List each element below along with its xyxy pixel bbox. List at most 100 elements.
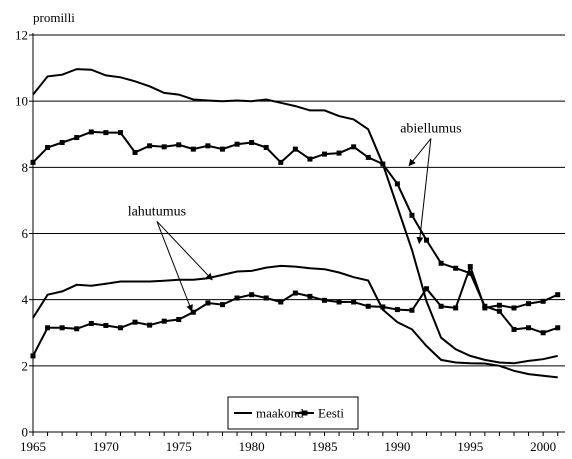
x-tick-label: 2000 xyxy=(530,439,556,454)
y-tick-label: 10 xyxy=(15,94,28,109)
data-point-abiellumus-Eesti xyxy=(555,325,561,331)
data-point-abiellumus-Eesti xyxy=(219,146,225,152)
series-line-abiellumus-Eesti xyxy=(32,130,559,334)
data-point-lahutumus-Eesti xyxy=(147,322,153,328)
annotation-label: lahutumus xyxy=(128,204,186,219)
data-point-lahutumus-Eesti xyxy=(45,325,51,331)
data-point-lahutumus-Eesti xyxy=(496,302,502,308)
data-point-abiellumus-Eesti xyxy=(117,130,123,136)
annotation-arrow xyxy=(156,220,213,281)
data-point-lahutumus-Eesti xyxy=(322,297,328,303)
data-point-lahutumus-Eesti xyxy=(511,305,517,311)
data-point-lahutumus-Eesti xyxy=(409,307,415,313)
y-tick-label: 0 xyxy=(22,425,29,440)
legend-label-Eesti: Eesti xyxy=(318,406,344,421)
y-tick-label: 6 xyxy=(22,226,29,241)
data-point-abiellumus-Eesti xyxy=(249,140,255,146)
series-lines xyxy=(30,68,561,379)
data-point-abiellumus-Eesti xyxy=(292,146,298,152)
data-point-lahutumus-Eesti xyxy=(249,292,255,298)
data-point-abiellumus-Eesti xyxy=(30,159,36,165)
x-tick-label: 1975 xyxy=(166,439,192,454)
data-point-abiellumus-Eesti xyxy=(336,150,342,156)
data-point-abiellumus-Eesti xyxy=(467,270,473,276)
data-point-lahutumus-Eesti xyxy=(365,303,371,309)
data-point-lahutumus-Eesti xyxy=(176,317,182,323)
data-point-abiellumus-Eesti xyxy=(380,161,386,167)
y-axis-label: promilli xyxy=(33,10,75,25)
data-point-lahutumus-Eesti xyxy=(467,264,473,270)
data-point-lahutumus-Eesti xyxy=(453,305,459,311)
data-point-abiellumus-Eesti xyxy=(263,144,269,150)
annotations: abiellumus lahutumus xyxy=(128,122,462,312)
x-tick-label: 1970 xyxy=(93,439,119,454)
data-point-lahutumus-Eesti xyxy=(219,302,225,308)
data-point-lahutumus-Eesti xyxy=(205,300,211,306)
data-point-abiellumus-Eesti xyxy=(540,330,546,336)
series-line-lahutumus-Eesti xyxy=(32,263,559,357)
data-point-abiellumus-Eesti xyxy=(234,141,240,147)
x-tick-label: 1965 xyxy=(20,439,46,454)
data-point-lahutumus-Eesti xyxy=(263,295,269,301)
legend: maakond Eesti xyxy=(227,396,359,430)
data-point-abiellumus-Eesti xyxy=(394,181,400,187)
data-point-lahutumus-Eesti xyxy=(438,303,444,309)
data-point-lahutumus-Eesti xyxy=(336,299,342,305)
annotation-label: abiellumus xyxy=(400,122,461,137)
data-point-abiellumus-Eesti xyxy=(59,140,65,146)
data-point-lahutumus-Eesti xyxy=(278,299,284,305)
x-tick-label: 1990 xyxy=(384,439,410,454)
data-point-lahutumus-Eesti xyxy=(394,307,400,313)
data-point-lahutumus-Eesti xyxy=(307,293,313,299)
data-point-lahutumus-Eesti xyxy=(74,326,80,332)
data-point-abiellumus-Eesti xyxy=(88,129,94,135)
annotation-arrow xyxy=(408,138,432,167)
data-point-lahutumus-Eesti xyxy=(482,305,488,311)
data-point-abiellumus-Eesti xyxy=(103,130,109,136)
data-point-lahutumus-Eesti xyxy=(117,325,123,331)
data-point-abiellumus-Eesti xyxy=(278,159,284,165)
axes xyxy=(29,33,565,436)
annotation-arrow xyxy=(416,138,432,245)
data-point-abiellumus-Eesti xyxy=(526,325,532,331)
data-point-abiellumus-Eesti xyxy=(205,143,211,149)
data-point-lahutumus-Eesti xyxy=(103,322,109,328)
x-tick-label: 1985 xyxy=(312,439,338,454)
data-point-abiellumus-Eesti xyxy=(176,142,182,148)
data-point-abiellumus-Eesti xyxy=(74,135,80,141)
data-point-abiellumus-Eesti xyxy=(438,260,444,266)
data-point-lahutumus-Eesti xyxy=(540,298,546,304)
data-point-lahutumus-Eesti xyxy=(424,286,430,292)
data-point-abiellumus-Eesti xyxy=(307,156,313,162)
data-point-abiellumus-Eesti xyxy=(161,144,167,150)
legend-label-maakond: maakond xyxy=(256,406,304,421)
data-point-lahutumus-Eesti xyxy=(234,295,240,301)
data-point-abiellumus-Eesti xyxy=(132,149,138,155)
y-tick-label: 12 xyxy=(15,28,28,43)
data-point-abiellumus-Eesti xyxy=(424,237,430,243)
data-point-abiellumus-Eesti xyxy=(496,308,502,314)
series-line-lahutumus-maakond xyxy=(32,264,558,379)
data-point-lahutumus-Eesti xyxy=(190,309,196,315)
x-tick-label: 1980 xyxy=(239,439,265,454)
data-point-lahutumus-Eesti xyxy=(526,301,532,307)
data-point-lahutumus-Eesti xyxy=(132,319,138,325)
gridlines xyxy=(33,34,565,367)
y-tick-label: 8 xyxy=(22,160,29,175)
data-point-lahutumus-Eesti xyxy=(351,299,357,305)
data-point-abiellumus-Eesti xyxy=(147,143,153,149)
data-point-lahutumus-Eesti xyxy=(30,353,36,359)
data-point-abiellumus-Eesti xyxy=(365,154,371,160)
data-point-lahutumus-Eesti xyxy=(88,320,94,326)
data-point-abiellumus-Eesti xyxy=(190,146,196,152)
annotation-arrow xyxy=(156,221,193,312)
data-point-abiellumus-Eesti xyxy=(322,151,328,157)
data-point-lahutumus-Eesti xyxy=(161,318,167,324)
tick-labels: 0 2 4 6 8 10 12 1965 1970 1975 1980 1985 1990 1995 200… xyxy=(15,28,556,455)
data-point-abiellumus-Eesti xyxy=(453,265,459,271)
data-point-lahutumus-Eesti xyxy=(555,292,561,298)
data-point-abiellumus-Eesti xyxy=(351,144,357,150)
legend-marker-Eesti xyxy=(302,410,308,416)
data-point-abiellumus-Eesti xyxy=(511,326,517,332)
